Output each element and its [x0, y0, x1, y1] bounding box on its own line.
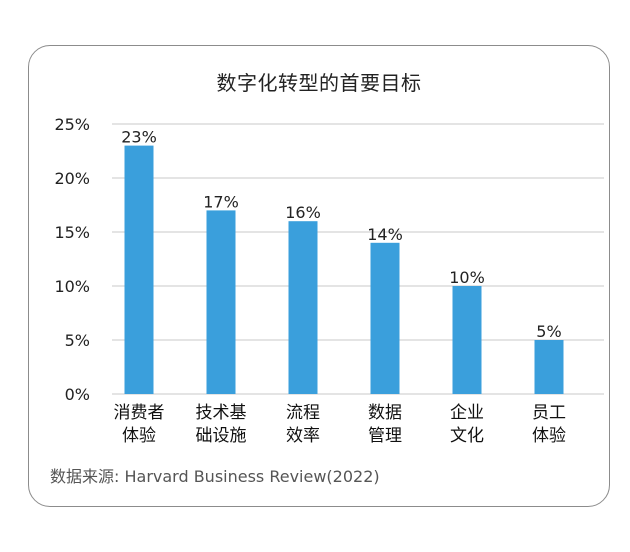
category-label: 技术基 — [196, 403, 247, 423]
data-label: 5% — [536, 322, 561, 341]
y-tick-label: 0% — [65, 385, 90, 404]
category-label: 企业 — [450, 403, 484, 423]
bar — [534, 340, 564, 394]
y-tick-label: 5% — [65, 331, 90, 350]
y-tick-label: 10% — [54, 277, 90, 296]
data-label: 14% — [367, 225, 403, 244]
category-label: 管理 — [368, 426, 402, 446]
category-label: 体验 — [122, 426, 156, 446]
bar — [206, 210, 236, 394]
data-label: 10% — [449, 268, 485, 287]
category-label: 员工 — [532, 403, 566, 423]
bar — [452, 286, 482, 394]
category-label: 效率 — [286, 426, 320, 446]
bar — [288, 221, 318, 394]
y-tick-label: 15% — [54, 223, 90, 242]
category-label: 体验 — [532, 426, 566, 446]
chart-title: 数字化转型的首要目标 — [216, 71, 422, 95]
bar — [124, 145, 154, 394]
category-label: 数据 — [368, 403, 402, 423]
category-label: 础设施 — [196, 426, 247, 446]
bar-layer — [124, 145, 564, 394]
category-label: 消费者 — [114, 403, 165, 423]
data-label: 17% — [203, 192, 239, 211]
category-label: 流程 — [286, 403, 320, 423]
grid-layer — [112, 123, 604, 395]
y-tick-label: 25% — [54, 115, 90, 134]
data-label: 23% — [121, 128, 157, 147]
data-label: 16% — [285, 203, 321, 222]
y-tick-label: 20% — [54, 169, 90, 188]
bar — [370, 242, 400, 394]
category-label: 文化 — [450, 426, 484, 446]
source-note: 数据来源: Harvard Business Review(2022) — [50, 467, 380, 486]
